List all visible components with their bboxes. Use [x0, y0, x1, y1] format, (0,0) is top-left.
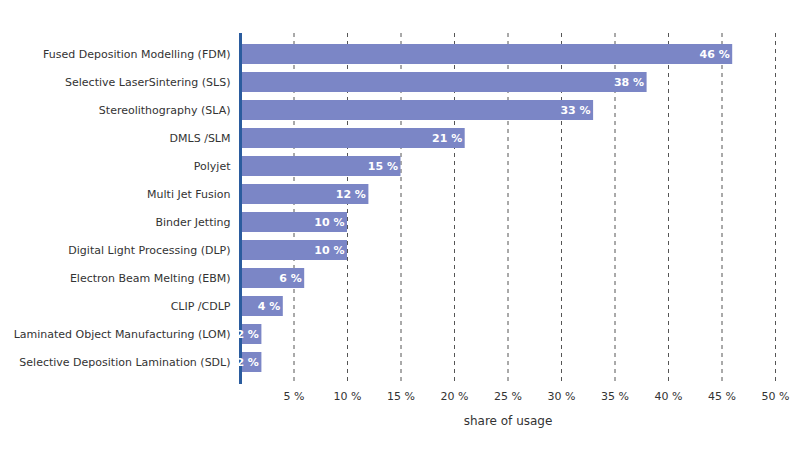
svg-text:40 %: 40 %	[655, 390, 683, 403]
svg-text:Selective Deposition Laminatio: Selective Deposition Lamination (SDL)	[19, 356, 230, 369]
svg-text:35 %: 35 %	[601, 390, 629, 403]
svg-text:33 %: 33 %	[560, 104, 590, 117]
svg-text:Electron Beam Melting (EBM): Electron Beam Melting (EBM)	[70, 272, 231, 285]
svg-text:10 %: 10 %	[314, 244, 344, 257]
svg-text:Stereolithography (SLA): Stereolithography (SLA)	[99, 104, 231, 117]
svg-text:21 %: 21 %	[432, 132, 462, 145]
svg-text:5 %: 5 %	[284, 390, 305, 403]
svg-text:25 %: 25 %	[494, 390, 522, 403]
svg-text:Digital Light Processing (DLP): Digital Light Processing (DLP)	[68, 244, 230, 257]
svg-text:share of usage: share of usage	[464, 414, 553, 428]
svg-text:6 %: 6 %	[279, 272, 302, 285]
svg-text:Selective LaserSintering (SLS): Selective LaserSintering (SLS)	[65, 76, 230, 89]
svg-text:20 %: 20 %	[441, 390, 469, 403]
svg-text:DMLS /SLM: DMLS /SLM	[170, 132, 231, 145]
svg-text:2 %: 2 %	[236, 328, 259, 341]
svg-text:Multi Jet Fusion: Multi Jet Fusion	[147, 188, 230, 201]
svg-text:2 %: 2 %	[236, 356, 259, 369]
svg-text:15 %: 15 %	[387, 390, 415, 403]
svg-text:46 %: 46 %	[700, 48, 730, 61]
svg-text:15 %: 15 %	[368, 160, 398, 173]
svg-text:Laminated Object Manufacturing: Laminated Object Manufacturing (LOM)	[14, 328, 231, 341]
svg-text:CLIP /CDLP: CLIP /CDLP	[171, 300, 231, 313]
svg-text:30 %: 30 %	[548, 390, 576, 403]
svg-text:Binder Jetting: Binder Jetting	[156, 216, 231, 229]
svg-text:Fused Deposition Modelling (FD: Fused Deposition Modelling (FDM)	[43, 48, 230, 61]
svg-text:10 %: 10 %	[314, 216, 344, 229]
svg-text:4 %: 4 %	[258, 300, 281, 313]
svg-text:12 %: 12 %	[336, 188, 366, 201]
svg-text:38 %: 38 %	[614, 76, 644, 89]
svg-text:45 %: 45 %	[708, 390, 736, 403]
svg-text:10 %: 10 %	[334, 390, 362, 403]
svg-text:Polyjet: Polyjet	[194, 160, 231, 173]
svg-text:50 %: 50 %	[762, 390, 790, 403]
